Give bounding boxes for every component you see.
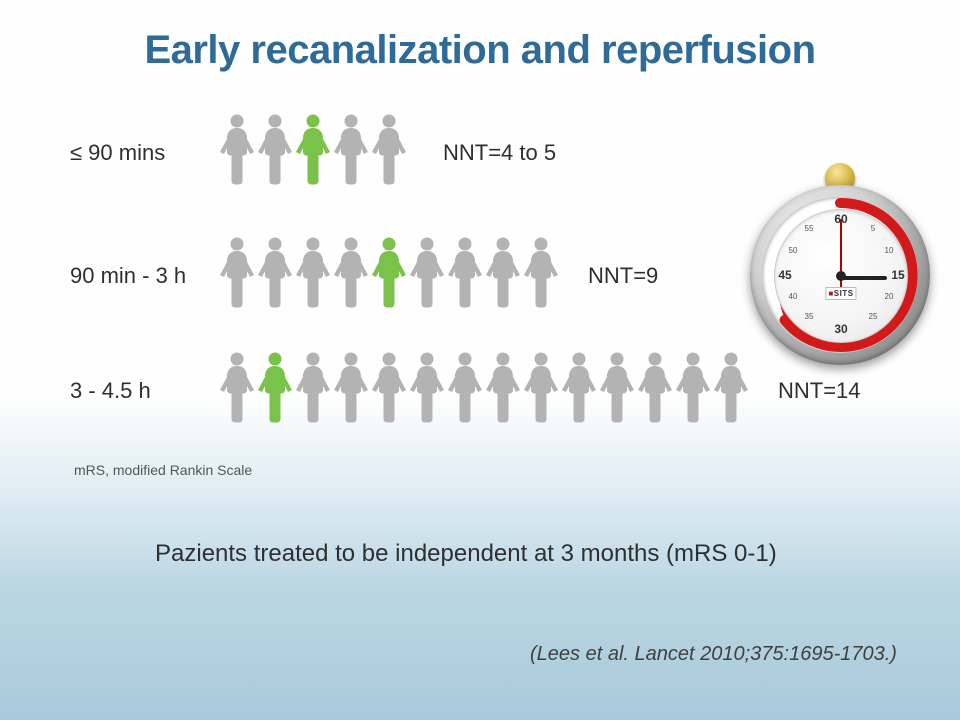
footnote-mrs: mRS, modified Rankin Scale — [74, 462, 252, 478]
person-icon — [256, 112, 294, 186]
person-icon — [256, 235, 294, 309]
stopwatch-bezel: 60 15 30 45 5 10 20 25 35 40 50 55 ■SITS — [762, 197, 918, 353]
stopwatch-second-hand — [840, 219, 842, 277]
stopwatch-dial: 60 15 30 45 5 10 20 25 35 40 50 55 ■SITS — [774, 209, 908, 343]
tick-35: 35 — [801, 312, 817, 321]
row-label-90min: ≤ 90 mins — [70, 140, 165, 166]
tick-25: 25 — [865, 312, 881, 321]
person-icon — [332, 112, 370, 186]
person-icon — [484, 235, 522, 309]
tick-10: 10 — [881, 246, 897, 255]
person-icon — [408, 350, 446, 424]
tick-45: 45 — [774, 268, 796, 282]
stopwatch-logo: ■SITS — [825, 287, 856, 300]
person-icon — [218, 350, 256, 424]
tick-30: 30 — [830, 322, 852, 336]
person-icon — [370, 112, 408, 186]
person-icon — [446, 350, 484, 424]
people-strip-1 — [218, 112, 408, 186]
person-icon — [636, 350, 674, 424]
person-icon — [408, 235, 446, 309]
person-icon — [674, 350, 712, 424]
row-label-3h: 90 min - 3 h — [70, 263, 186, 289]
row-label-45h: 3 - 4.5 h — [70, 378, 151, 404]
slide: Early recanalization and reperfusion ≤ 9… — [0, 0, 960, 720]
person-icon — [218, 112, 256, 186]
tick-15: 15 — [887, 268, 909, 282]
caption: Pazients treated to be independent at 3 … — [155, 540, 777, 568]
nnt-label-1: NNT=4 to 5 — [443, 140, 556, 166]
tick-5: 5 — [865, 224, 881, 233]
nnt-label-3: NNT=14 — [778, 378, 861, 404]
tick-50: 50 — [785, 246, 801, 255]
citation: (Lees et al. Lancet 2010;375:1695-1703.) — [530, 643, 897, 666]
slide-title: Early recanalization and reperfusion — [0, 28, 960, 73]
nnt-label-2: NNT=9 — [588, 263, 658, 289]
tick-40: 40 — [785, 292, 801, 301]
person-icon — [294, 112, 332, 186]
person-icon — [560, 350, 598, 424]
person-icon — [598, 350, 636, 424]
person-icon — [218, 235, 256, 309]
person-icon — [484, 350, 522, 424]
stopwatch-icon: 60 15 30 45 5 10 20 25 35 40 50 55 ■SITS — [745, 155, 935, 380]
tick-20: 20 — [881, 292, 897, 301]
people-strip-2 — [218, 235, 560, 309]
person-icon — [370, 235, 408, 309]
person-icon — [294, 350, 332, 424]
person-icon — [370, 350, 408, 424]
stopwatch-minute-hand — [841, 276, 887, 280]
person-icon — [446, 235, 484, 309]
person-icon — [256, 350, 294, 424]
person-icon — [294, 235, 332, 309]
person-icon — [522, 235, 560, 309]
stopwatch-pivot — [836, 271, 846, 281]
person-icon — [332, 235, 370, 309]
person-icon — [522, 350, 560, 424]
tick-55: 55 — [801, 224, 817, 233]
people-strip-3 — [218, 350, 750, 424]
person-icon — [332, 350, 370, 424]
